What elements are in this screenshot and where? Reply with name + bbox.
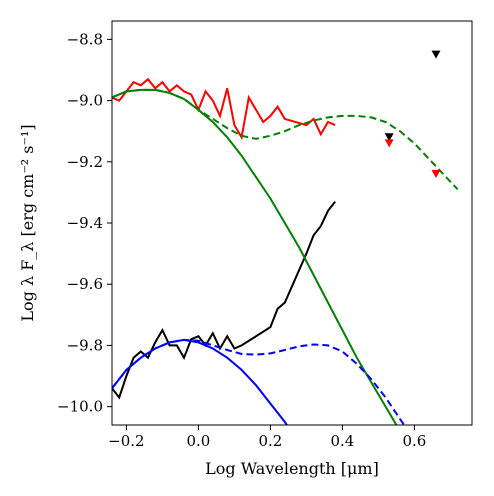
upper-limit-marker-3 <box>384 139 394 148</box>
y-tick-label: −8.8 <box>67 30 103 48</box>
upper-limit-marker-4 <box>431 170 441 179</box>
y-tick-label: −10.0 <box>57 398 103 416</box>
upper-limit-marker-2 <box>384 133 394 142</box>
plot-markers <box>384 50 441 179</box>
y-tick-label: −9.2 <box>67 153 103 171</box>
y-axis-ticks: −10.0 −9.8 −9.6 −9.4 −9.2 −9.0 −8.8 <box>57 30 112 416</box>
upper-limit-marker-1 <box>431 50 441 59</box>
plot-frame <box>111 20 473 426</box>
y-tick-label: −9.6 <box>67 275 103 293</box>
plot-lines <box>112 77 459 425</box>
series-line-4 <box>112 88 398 425</box>
series-line-1 <box>112 77 336 141</box>
y-tick-label: −9.8 <box>67 336 103 354</box>
y-tick-label: −9.4 <box>67 214 103 232</box>
y-axis-label: Log λ F_λ [erg cm⁻² s⁻¹] <box>18 124 37 321</box>
series-line-6 <box>112 338 289 425</box>
x-tick-label: 0.6 <box>402 432 426 450</box>
y-tick-label: −9.0 <box>67 92 103 110</box>
series-line-3 <box>112 88 459 190</box>
x-tick-label: 0.2 <box>258 432 282 450</box>
x-tick-label: −0.2 <box>108 432 144 450</box>
x-tick-label: 0.0 <box>186 432 210 450</box>
series-line-2 <box>112 200 336 400</box>
x-axis-label: Log Wavelength [μm] <box>205 459 379 478</box>
x-axis-ticks: −0.2 0.0 0.2 0.4 0.6 <box>108 425 426 450</box>
x-tick-label: 0.4 <box>330 432 354 450</box>
